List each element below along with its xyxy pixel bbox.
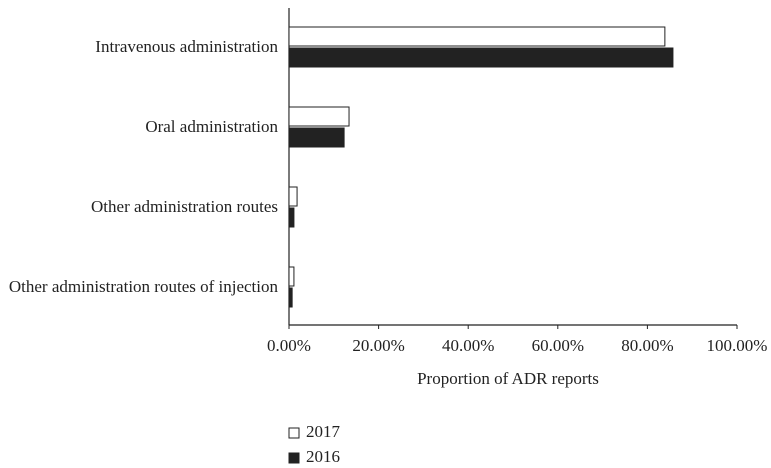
- legend-label: 2017: [306, 422, 341, 441]
- x-tick-label: 0.00%: [267, 336, 311, 355]
- bar: [288, 287, 293, 308]
- bar: [288, 266, 295, 287]
- bar: [288, 127, 345, 148]
- bar: [288, 207, 295, 228]
- x-tick-label: 100.00%: [707, 336, 768, 355]
- category-label: Oral administration: [145, 117, 278, 136]
- x-tick-label: 20.00%: [352, 336, 404, 355]
- category-label: Intravenous administration: [95, 37, 278, 56]
- x-axis-title: Proportion of ADR reports: [417, 369, 599, 388]
- x-tick-label: 80.00%: [621, 336, 673, 355]
- category-label: Other administration routes: [91, 197, 278, 216]
- category-label: Other administration routes of injection: [8, 277, 278, 296]
- bar: [288, 106, 350, 127]
- x-tick-label: 40.00%: [442, 336, 494, 355]
- bar: [288, 26, 666, 47]
- bar: [288, 47, 674, 68]
- bar: [288, 186, 298, 207]
- legend-label: 2016: [306, 447, 340, 466]
- x-tick-label: 60.00%: [532, 336, 584, 355]
- legend-swatch: [288, 452, 300, 464]
- legend-swatch: [288, 427, 300, 439]
